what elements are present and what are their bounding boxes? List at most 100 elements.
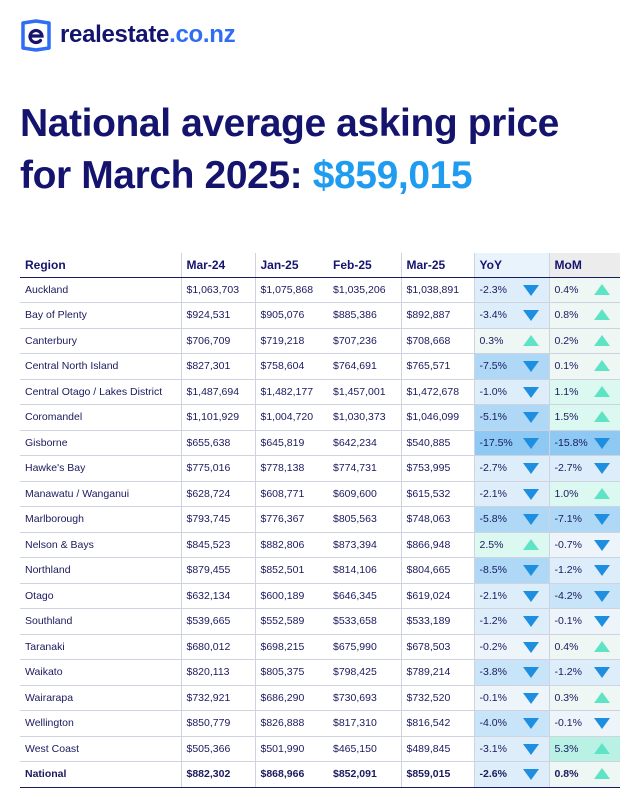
table-row: Hawke's Bay $775,016 $778,138 $774,731 $753,… — [20, 455, 620, 482]
mom-cell: 0.2% — [548, 328, 620, 354]
mom-cell: 5.3% — [548, 736, 620, 762]
header-jan25: Jan-25 — [254, 253, 328, 278]
jan25-cell: $600,189 — [254, 583, 328, 609]
table-row: Wairarapa $732,921 $686,290 $730,693 $732,52… — [20, 685, 620, 711]
mom-value: 5.3% — [554, 742, 579, 755]
feb25-cell: $533,658 — [328, 608, 401, 635]
down-arrow-icon — [522, 769, 539, 781]
feb25-cell: $764,691 — [328, 353, 401, 380]
mom-value: -0.1% — [554, 717, 582, 730]
feb25-cell: $646,345 — [328, 583, 401, 609]
yoy-value: 2.5% — [479, 538, 504, 551]
mom-value: 0.8% — [554, 309, 579, 322]
down-arrow-icon — [594, 565, 610, 577]
table-row: Coromandel $1,101,929 $1,004,720 $1,030,373… — [20, 404, 620, 431]
down-arrow-icon — [522, 386, 539, 398]
price-table: Region Mar-24 Jan-25 Feb-25 Mar-25 YoY M… — [20, 253, 620, 788]
region-cell: Bay of Plenty — [20, 302, 181, 329]
yoy-cell: -1.0% — [473, 379, 549, 405]
region-cell: Wairarapa — [20, 685, 181, 711]
mar24-cell: $1,487,694 — [180, 379, 255, 405]
mom-value: -0.7% — [554, 538, 582, 551]
table-row: Waikato $820,113 $805,375 $798,425 $789,214-… — [20, 659, 620, 686]
down-arrow-icon — [522, 590, 539, 602]
mom-cell: -1.2% — [548, 659, 620, 686]
up-arrow-icon — [522, 334, 539, 346]
mom-cell: -0.1% — [548, 608, 620, 635]
yoy-cell: -3.1% — [473, 736, 549, 762]
yoy-value: -5.1% — [479, 411, 507, 424]
mom-cell: 0.8% — [548, 761, 620, 788]
brand-wordmark: realestate.co.nz — [60, 21, 236, 49]
mom-cell: -0.7% — [548, 532, 620, 558]
feb25-cell: $873,394 — [328, 532, 401, 558]
mom-cell: -1.2% — [548, 557, 620, 584]
down-arrow-icon — [522, 718, 539, 730]
mom-value: 0.4% — [554, 283, 579, 296]
down-arrow-icon — [594, 514, 610, 526]
down-arrow-icon — [594, 590, 610, 602]
mom-value: -0.1% — [554, 615, 582, 628]
table-header-row: Region Mar-24 Jan-25 Feb-25 Mar-25 YoY M… — [20, 253, 620, 278]
yoy-value: -17.5% — [479, 436, 513, 449]
mar24-cell: $845,523 — [180, 532, 255, 558]
jan25-cell: $778,138 — [254, 455, 328, 482]
down-arrow-icon — [594, 437, 610, 449]
mar25-cell: $615,532 — [400, 481, 474, 507]
up-arrow-icon — [594, 768, 610, 780]
down-arrow-icon — [522, 514, 539, 526]
jan25-cell: $552,589 — [254, 608, 328, 635]
mom-cell: -7.1% — [548, 506, 620, 533]
mar25-cell: $765,571 — [400, 353, 474, 380]
mom-value: -1.2% — [554, 666, 582, 679]
mar24-cell: $820,113 — [180, 659, 255, 686]
mom-value: 0.2% — [554, 334, 579, 347]
jan25-cell: $758,604 — [254, 353, 328, 380]
yoy-value: -2.1% — [479, 487, 507, 500]
mar24-cell: $793,745 — [180, 506, 255, 533]
mar25-cell: $892,887 — [400, 302, 474, 329]
mom-cell: -15.8% — [548, 430, 620, 456]
mom-value: 1.0% — [554, 487, 579, 500]
yoy-value: -1.2% — [479, 615, 507, 628]
up-arrow-icon — [594, 360, 610, 372]
mar24-cell: $655,638 — [180, 430, 255, 456]
yoy-value: -4.0% — [479, 717, 507, 730]
headline-line2: for March 2025: — [20, 154, 313, 197]
jan25-cell: $1,004,720 — [254, 404, 328, 431]
mom-cell: 1.0% — [548, 481, 620, 507]
mar24-cell: $680,012 — [180, 634, 255, 660]
table-row: Wellington $850,779 $826,888 $817,310 $816,5… — [20, 710, 620, 737]
mar25-cell: $1,046,099 — [400, 404, 474, 431]
mom-cell: -4.2% — [548, 583, 620, 609]
up-arrow-icon — [594, 691, 610, 703]
yoy-value: -2.6% — [479, 768, 507, 781]
feb25-cell: $774,731 — [328, 455, 401, 482]
mar25-cell: $708,668 — [400, 328, 474, 354]
mom-value: 0.3% — [554, 691, 579, 704]
down-arrow-icon — [522, 310, 539, 322]
feb25-cell: $642,234 — [328, 430, 401, 456]
realestate-logo-icon — [21, 19, 51, 52]
brand-tld: .co.nz — [169, 21, 236, 48]
yoy-value: -8.5% — [479, 564, 507, 577]
mar25-cell: $748,063 — [400, 506, 474, 533]
down-arrow-icon — [522, 284, 539, 296]
yoy-value: -5.8% — [479, 513, 507, 526]
feb25-cell: $1,030,373 — [328, 404, 401, 431]
table-row: Gisborne $655,638 $645,819 $642,234 $540,885… — [20, 430, 620, 456]
headline-line1: National average asking price — [20, 102, 559, 145]
region-cell: Gisborne — [20, 430, 181, 456]
mom-cell: -2.7% — [548, 455, 620, 482]
jan25-cell: $776,367 — [254, 506, 328, 533]
feb25-cell: $465,150 — [328, 736, 401, 762]
brand-logo: realestate.co.nz — [20, 18, 236, 52]
jan25-cell: $719,218 — [254, 328, 328, 354]
up-arrow-icon — [594, 411, 610, 423]
up-arrow-icon — [594, 309, 610, 321]
region-cell: Coromandel — [20, 404, 181, 431]
table-row: Central Otago / Lakes District $1,487,694… — [20, 379, 620, 405]
mar25-cell: $489,845 — [400, 736, 474, 762]
jan25-cell: $1,075,868 — [254, 277, 328, 303]
yoy-cell: -2.7% — [473, 455, 549, 482]
